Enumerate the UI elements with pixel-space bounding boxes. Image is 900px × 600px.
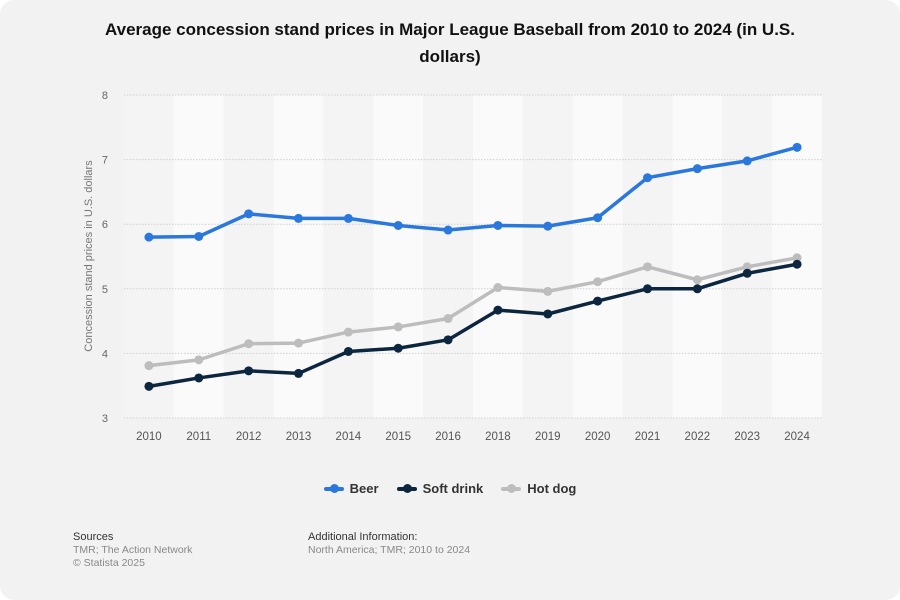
column-band: [223, 95, 274, 418]
x-tick-label: 2011: [186, 431, 211, 443]
data-point: [742, 262, 752, 272]
legend-item-hot-dog[interactable]: Hot dog: [501, 481, 576, 496]
legend-swatch: [323, 483, 344, 493]
info-text: North America; TMR; 2010 to 2024: [308, 544, 471, 556]
x-tick-label: 2021: [635, 431, 661, 443]
additional-info: Additional Information: North America; T…: [308, 531, 470, 557]
data-point: [294, 338, 303, 348]
y-tick-label: 3: [102, 413, 108, 425]
info-heading: Additional Information:: [308, 531, 418, 543]
series-line-beer: [148, 145, 798, 239]
data-point: [792, 259, 802, 269]
data-point: [144, 361, 154, 371]
legend-item-soft-drink[interactable]: Soft drink: [396, 481, 484, 496]
data-point: [443, 225, 453, 235]
data-point: [393, 322, 403, 332]
data-point: [194, 355, 204, 365]
legend-label: Soft drink: [422, 481, 484, 496]
column-band: [572, 95, 623, 418]
column-band: [373, 95, 424, 418]
data-point: [643, 173, 652, 183]
y-tick-label: 8: [102, 90, 108, 102]
column-band: [423, 95, 473, 418]
data-point: [543, 221, 553, 231]
data-point: [294, 368, 303, 378]
x-tick-label: 2020: [585, 431, 611, 443]
data-point: [593, 213, 603, 223]
data-point: [443, 314, 453, 324]
data-point: [244, 209, 254, 219]
legend-label: Beer: [349, 481, 379, 496]
data-point: [742, 268, 752, 278]
x-tick-label: 2019: [535, 431, 561, 443]
x-tick-label: 2023: [734, 431, 760, 443]
x-tick-label: 2015: [385, 431, 411, 443]
data-point: [792, 253, 802, 263]
x-tick-label: 2014: [336, 431, 362, 443]
legend-swatch: [501, 483, 522, 493]
data-point: [393, 220, 403, 230]
y-tick-label: 5: [102, 284, 108, 296]
data-point: [593, 296, 603, 306]
data-point: [543, 286, 553, 296]
y-axis-label: Concession stand prices in U.S. dollars: [83, 160, 95, 352]
legend-item-beer[interactable]: Beer: [323, 481, 379, 496]
data-point: [343, 213, 353, 223]
data-point: [144, 381, 154, 391]
column-band: [473, 95, 523, 418]
legend-swatch: [396, 483, 417, 493]
data-point: [692, 284, 702, 294]
series-line-soft-drink: [148, 262, 798, 389]
data-point: [493, 220, 503, 230]
column-band: [273, 95, 324, 418]
series-line-hot-dog: [148, 256, 798, 368]
data-point: [742, 156, 752, 166]
data-point: [393, 343, 403, 353]
column-band: [173, 95, 224, 418]
sources-text[interactable]: TMR; The Action Network: [73, 544, 193, 556]
y-tick-label: 6: [102, 219, 108, 231]
x-tick-label: 2010: [136, 431, 162, 443]
x-tick-label: 2016: [435, 431, 461, 443]
column-band: [722, 95, 773, 418]
copyright: © Statista 2025: [73, 557, 145, 569]
data-point: [692, 164, 702, 174]
column-band: [622, 95, 673, 418]
data-point: [692, 275, 702, 285]
data-point: [643, 284, 652, 294]
data-point: [294, 213, 303, 223]
chart-title: Average concession stand prices in Major…: [104, 20, 795, 66]
sources-heading: Sources: [73, 531, 114, 543]
x-tick-label: 2024: [784, 431, 810, 443]
data-point: [443, 335, 453, 345]
x-tick-label: 2018: [485, 431, 511, 443]
column-band: [522, 95, 573, 418]
column-band: [323, 95, 374, 418]
data-point: [144, 232, 154, 242]
data-point: [343, 327, 353, 337]
data-point: [194, 373, 204, 383]
data-point: [493, 305, 503, 315]
x-tick-label: 2013: [286, 431, 312, 443]
data-point: [343, 346, 353, 356]
data-point: [792, 142, 802, 152]
data-point: [593, 277, 603, 287]
data-point: [643, 262, 652, 272]
sources: Sources TMR; The Action Network © Statis…: [73, 531, 192, 570]
y-tick-label: 7: [102, 155, 108, 167]
column-band: [672, 95, 723, 418]
legend: Beer Soft drink Hot dog: [0, 481, 900, 496]
data-point: [244, 366, 254, 376]
data-point: [244, 339, 254, 349]
y-tick-label: 4: [102, 348, 108, 360]
legend-label: Hot dog: [527, 481, 577, 496]
data-point: [194, 231, 204, 241]
x-tick-label: 2012: [236, 431, 262, 443]
data-point: [493, 283, 503, 293]
data-point: [543, 309, 553, 319]
x-tick-label: 2022: [685, 431, 711, 443]
